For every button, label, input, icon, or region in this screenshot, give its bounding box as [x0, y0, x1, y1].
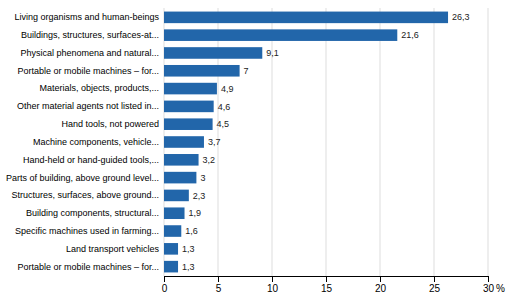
y-tick-label: Hand tools, not powered [61, 119, 159, 129]
y-tick-label: Other material agents not listed in... [17, 101, 159, 111]
data-label: 4,9 [221, 84, 234, 94]
y-tick-label: Buildings, structures, surfaces-at... [21, 30, 159, 40]
bar [164, 190, 189, 202]
bar [164, 29, 397, 41]
data-label: 1,6 [185, 226, 198, 236]
x-axis: 0 5 10 15 20 25 30 [162, 276, 495, 294]
x-tick-label: 0 [162, 283, 168, 294]
bar [164, 12, 448, 24]
y-tick-label: Land transport vehicles [66, 244, 160, 254]
bar [164, 101, 214, 113]
x-tick: 10 [267, 276, 279, 294]
y-tick: Hand tools, not powered [61, 119, 164, 129]
data-label: 2,3 [193, 191, 206, 201]
x-tick-mark [434, 276, 435, 282]
plot: 1,3 1,3 1,6 1,9 2,3 3 3,2 3,7 4,5 4,6 4,9 7 9,1 21,6 2… [6, 8, 505, 294]
grid-line [434, 8, 435, 276]
x-tick: 15 [321, 276, 333, 294]
bar [164, 136, 204, 148]
y-tick-label: Portable or mobile machines – for... [17, 66, 159, 76]
x-tick-mark [326, 276, 327, 282]
bar [164, 172, 196, 184]
x-axis-line [165, 277, 489, 283]
y-tick: Building components, structural... [26, 208, 164, 218]
data-label: 21,6 [401, 30, 419, 40]
y-tick: Machine components, vehicle... [33, 137, 164, 147]
y-tick: Structures, surfaces, above ground... [11, 190, 164, 200]
chart: 1,3 1,3 1,6 1,9 2,3 3 3,2 3,7 4,5 4,6 4,9 7 9,1 21,6 2… [0, 0, 514, 302]
x-tick: 20 [375, 276, 387, 294]
data-label: 3,2 [203, 155, 216, 165]
x-tick: 25 [429, 276, 441, 294]
x-tick: 0 [162, 276, 168, 294]
bar [164, 261, 178, 273]
x-tick: 5 [216, 276, 222, 294]
bar [164, 243, 178, 255]
y-tick-label: Materials, objects, products,... [39, 83, 159, 93]
y-tick: Materials, objects, products,... [39, 83, 164, 93]
y-tick: Living organisms and human-beings [14, 12, 164, 22]
y-tick-label: Portable or mobile machines – for... [17, 262, 159, 272]
y-tick: Physical phenomena and natural... [20, 48, 164, 58]
x-axis-label: % [496, 283, 505, 294]
x-tick-label: 25 [429, 283, 441, 294]
bar [164, 83, 217, 95]
x-tick-mark [488, 276, 489, 282]
bars [164, 12, 448, 273]
grid-line [380, 8, 381, 276]
x-tick-mark [164, 276, 165, 282]
x-tick: 30 [483, 276, 495, 294]
grid-line [488, 8, 489, 276]
bar [164, 207, 185, 219]
y-tick-label: Building components, structural... [26, 208, 159, 218]
y-tick-label: Machine components, vehicle... [33, 137, 159, 147]
x-tick-label: 15 [321, 283, 333, 294]
y-tick-label: Living organisms and human-beings [14, 12, 159, 22]
x-tick-mark [218, 276, 219, 282]
y-tick: Buildings, structures, surfaces-at... [21, 30, 164, 40]
grid [164, 8, 488, 276]
data-label: 3,7 [208, 137, 221, 147]
y-tick: Hand-held or hand-guided tools,... [23, 155, 164, 165]
x-tick-label: 30 [483, 283, 495, 294]
y-tick-label: Hand-held or hand-guided tools,... [23, 155, 159, 165]
data-label: 3 [200, 173, 205, 183]
data-label: 1,3 [182, 244, 195, 254]
y-tick: Parts of building, above ground level... [6, 172, 164, 182]
data-label: 26,3 [452, 12, 470, 22]
y-axis: Portable or mobile machines – for... Land… [6, 12, 164, 271]
x-tick-mark [272, 276, 273, 282]
data-label: 9,1 [266, 48, 279, 58]
bar [164, 225, 181, 237]
data-label: 4,5 [217, 119, 230, 129]
x-tick-label: 20 [375, 283, 387, 294]
data-label: 4,6 [218, 102, 231, 112]
bar [164, 47, 262, 59]
data-label: 1,9 [189, 208, 202, 218]
data-label: 1,3 [182, 262, 195, 272]
data-labels: 1,3 1,3 1,6 1,9 2,3 3 3,2 3,7 4,5 4,6 4,9 7 9,1 21,6 2… [182, 12, 470, 271]
x-tick-label: 5 [216, 283, 222, 294]
bar [164, 154, 199, 166]
y-tick-label: Specific machines used in farming... [15, 226, 159, 236]
y-tick-label: Physical phenomena and natural... [20, 48, 159, 58]
grid-line [326, 8, 327, 276]
y-tick: Other material agents not listed in... [17, 101, 164, 111]
x-tick-label: 10 [267, 283, 279, 294]
data-label: 7 [244, 66, 249, 76]
bar [164, 65, 240, 77]
bar [164, 118, 213, 130]
y-tick: Land transport vehicles [66, 244, 164, 254]
y-tick-label: Parts of building, above ground level... [6, 172, 159, 182]
y-tick: Specific machines used in farming... [15, 226, 164, 236]
y-tick-label: Structures, surfaces, above ground... [11, 190, 159, 200]
y-tick: Portable or mobile machines – for... [17, 66, 164, 76]
y-tick: Portable or mobile machines – for... [17, 262, 164, 272]
x-tick-mark [380, 276, 381, 282]
